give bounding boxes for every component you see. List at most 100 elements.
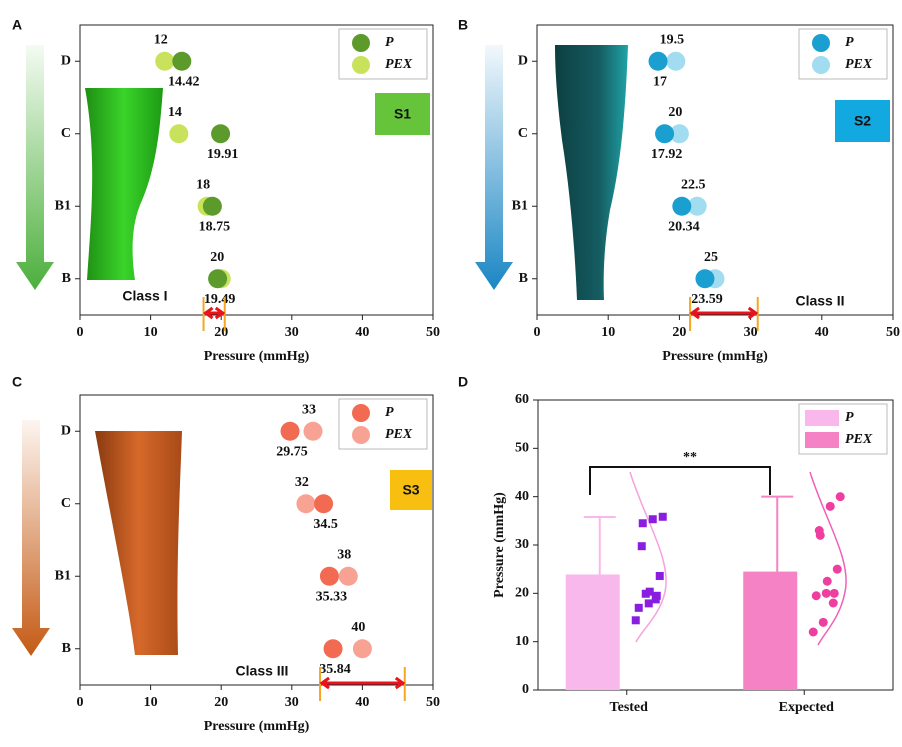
data-label: 35.84 bbox=[319, 662, 351, 677]
data-label: 19.5 bbox=[660, 32, 685, 47]
x-tick-label: 40 bbox=[355, 325, 369, 340]
data-label: 18 bbox=[196, 177, 210, 192]
class-label: Class III bbox=[236, 663, 289, 679]
y-axis-title: Pressure (mmHg) bbox=[492, 492, 507, 598]
y-tick-label: 30 bbox=[515, 537, 529, 552]
y-tick-label: 0 bbox=[522, 682, 529, 697]
point bbox=[656, 572, 664, 580]
leg-model bbox=[85, 88, 163, 280]
bar bbox=[743, 572, 797, 690]
dot bbox=[155, 52, 174, 71]
class-label: Class II bbox=[795, 293, 844, 309]
y-tick-label: 60 bbox=[515, 392, 529, 407]
data-label: 20 bbox=[210, 250, 224, 265]
y-tick-label: 20 bbox=[515, 586, 529, 601]
legend-swatch bbox=[812, 34, 830, 52]
dot bbox=[303, 422, 322, 441]
legend-label: P bbox=[845, 35, 854, 50]
data-label: 12 bbox=[154, 32, 168, 47]
legend-swatch bbox=[352, 404, 370, 422]
data-label: 32 bbox=[295, 475, 309, 490]
data-label: 20 bbox=[668, 105, 682, 120]
legend-swatch bbox=[812, 56, 830, 74]
x-tick-label: 10 bbox=[144, 325, 158, 340]
legend-label: PEX bbox=[385, 57, 413, 72]
point bbox=[645, 599, 653, 607]
point bbox=[816, 531, 825, 540]
point bbox=[822, 589, 831, 598]
dot bbox=[672, 197, 691, 216]
significance-label: ** bbox=[683, 450, 697, 465]
point bbox=[836, 492, 845, 501]
badge-label: S3 bbox=[402, 482, 419, 498]
x-tick-label: 50 bbox=[426, 695, 440, 710]
panel-label: B bbox=[458, 17, 468, 33]
gradient-arrow bbox=[16, 45, 54, 290]
dot bbox=[655, 124, 674, 143]
point bbox=[830, 589, 839, 598]
legend-label: PEX bbox=[845, 57, 873, 72]
dot bbox=[169, 124, 188, 143]
data-label: 29.75 bbox=[276, 444, 308, 459]
point bbox=[638, 542, 646, 550]
data-label: 14 bbox=[168, 105, 182, 120]
x-tick-label: 20 bbox=[214, 325, 228, 340]
legend-label: P bbox=[845, 410, 854, 425]
dot bbox=[320, 567, 339, 586]
legend-swatch bbox=[352, 34, 370, 52]
point bbox=[812, 591, 821, 600]
data-label: 40 bbox=[351, 620, 365, 635]
x-tick-label: 10 bbox=[601, 325, 615, 340]
x-axis-title: Pressure (mmHg) bbox=[204, 719, 310, 734]
point bbox=[823, 577, 832, 586]
data-label: 22.5 bbox=[681, 177, 706, 192]
data-label: 17.92 bbox=[651, 147, 683, 162]
data-label: 19.91 bbox=[207, 147, 239, 162]
x-tick-label: 10 bbox=[144, 695, 158, 710]
x-tick-label: 0 bbox=[77, 325, 84, 340]
x-axis-title: Pressure (mmHg) bbox=[662, 349, 768, 364]
y-tick-label: C bbox=[61, 126, 71, 141]
data-label: 17 bbox=[653, 74, 667, 89]
y-tick-label: C bbox=[61, 496, 71, 511]
data-label: 19.49 bbox=[204, 292, 236, 307]
x-tick-label: 50 bbox=[886, 325, 900, 340]
data-label: 14.42 bbox=[168, 74, 200, 89]
point bbox=[833, 565, 842, 574]
data-label: 34.5 bbox=[313, 517, 338, 532]
legend-swatch bbox=[805, 410, 839, 426]
x-axis-title: Pressure (mmHg) bbox=[204, 349, 310, 364]
y-tick-label: B1 bbox=[55, 568, 71, 583]
dot bbox=[353, 639, 372, 658]
point bbox=[826, 502, 835, 511]
legend-swatch bbox=[352, 56, 370, 74]
data-label: 35.33 bbox=[316, 589, 348, 604]
y-tick-label: 50 bbox=[515, 441, 529, 456]
y-tick-label: B bbox=[62, 641, 71, 656]
data-label: 20.34 bbox=[668, 219, 700, 234]
dot bbox=[281, 422, 300, 441]
point bbox=[649, 515, 657, 523]
point bbox=[829, 599, 838, 608]
y-tick-label: B1 bbox=[512, 198, 528, 213]
x-tick-label: Expected bbox=[779, 700, 834, 715]
y-tick-label: 40 bbox=[515, 489, 529, 504]
dot bbox=[203, 197, 222, 216]
y-tick-label: C bbox=[518, 126, 528, 141]
dot bbox=[208, 269, 227, 288]
point bbox=[653, 592, 661, 600]
dot bbox=[314, 494, 333, 513]
data-label: 18.75 bbox=[199, 219, 231, 234]
legend-swatch bbox=[352, 426, 370, 444]
x-tick-label: 50 bbox=[426, 325, 440, 340]
legend-box bbox=[339, 399, 427, 449]
y-tick-label: 10 bbox=[515, 634, 529, 649]
dot bbox=[666, 52, 685, 71]
point bbox=[659, 513, 667, 521]
point bbox=[809, 628, 818, 637]
point bbox=[646, 588, 654, 596]
data-label: 23.59 bbox=[691, 292, 723, 307]
y-tick-label: D bbox=[61, 423, 71, 438]
x-tick-label: 20 bbox=[672, 325, 686, 340]
gradient-arrow bbox=[475, 45, 513, 290]
